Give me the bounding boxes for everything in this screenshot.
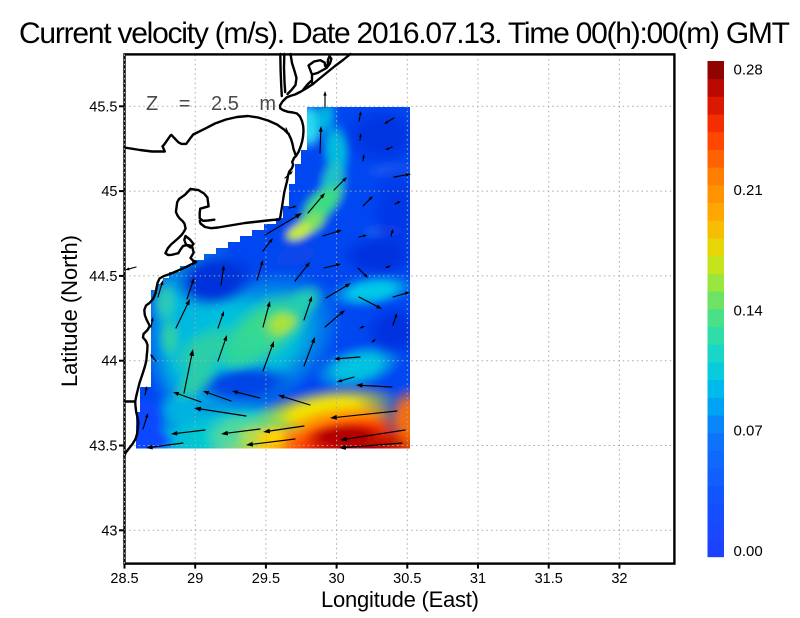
- svg-text:45: 45: [101, 184, 117, 200]
- svg-text:45.5: 45.5: [89, 99, 117, 115]
- svg-text:29.5: 29.5: [252, 571, 280, 587]
- svg-text:30: 30: [329, 571, 345, 587]
- svg-text:Current velocity (m/s). Date 2: Current velocity (m/s). Date 2016.07.13.…: [19, 17, 790, 50]
- svg-text:31: 31: [470, 571, 486, 587]
- svg-text:Latitude (North): Latitude (North): [57, 235, 82, 387]
- svg-text:32: 32: [611, 571, 627, 587]
- svg-text:0.21: 0.21: [734, 182, 763, 199]
- svg-text:44: 44: [101, 354, 117, 370]
- svg-text:Longitude (East): Longitude (East): [321, 587, 479, 612]
- svg-text:0.07: 0.07: [734, 423, 763, 440]
- svg-text:44.5: 44.5: [89, 269, 117, 285]
- svg-text:31.5: 31.5: [535, 571, 563, 587]
- svg-text:Z = 2.5 m: Z = 2.5 m: [146, 93, 276, 115]
- svg-text:0.14: 0.14: [734, 302, 763, 319]
- svg-text:43.5: 43.5: [89, 439, 117, 455]
- svg-text:0.00: 0.00: [734, 543, 763, 560]
- svg-text:28.5: 28.5: [110, 571, 138, 587]
- svg-text:43: 43: [101, 523, 117, 539]
- svg-text:30.5: 30.5: [393, 571, 421, 587]
- svg-text:29: 29: [187, 571, 203, 587]
- svg-text:0.28: 0.28: [734, 62, 763, 79]
